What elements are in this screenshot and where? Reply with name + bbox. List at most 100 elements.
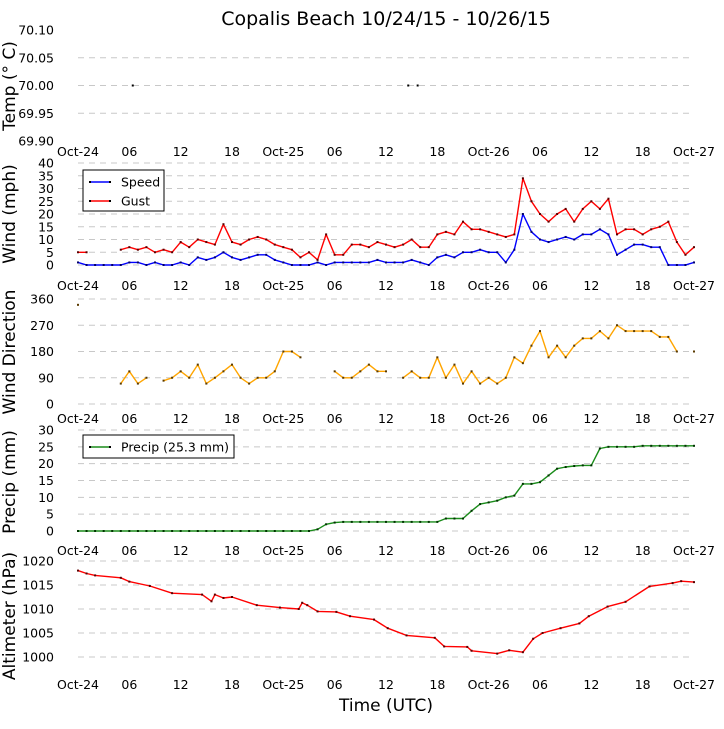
data-point	[145, 246, 148, 249]
x-tick-label: 18	[429, 543, 445, 558]
y-axis-label: Wind (mph)	[0, 164, 20, 264]
data-point	[671, 582, 674, 585]
y-tick-label: 0	[46, 258, 54, 273]
data-point	[171, 376, 174, 379]
data-point	[410, 238, 413, 241]
data-point	[693, 581, 695, 584]
data-point	[128, 530, 131, 532]
x-tick-label: Oct-24	[57, 411, 99, 426]
data-point	[633, 243, 636, 246]
data-point	[349, 615, 352, 618]
data-point	[581, 207, 584, 210]
y-tick-label: 15	[38, 473, 54, 488]
data-point	[282, 350, 285, 353]
y-tick-label: 1015	[22, 578, 54, 593]
data-point	[587, 615, 590, 618]
series-temp	[131, 84, 419, 87]
data-point	[470, 370, 473, 373]
x-tick-label: 18	[429, 411, 445, 426]
data-point	[350, 261, 353, 264]
data-point	[444, 253, 447, 256]
data-point	[693, 350, 695, 353]
data-point	[504, 235, 507, 238]
data-point	[393, 520, 396, 523]
x-tick-label: Oct-26	[468, 677, 510, 692]
data-point	[539, 330, 541, 333]
data-point	[290, 350, 293, 353]
data-point	[487, 230, 490, 233]
x-tick-label: 06	[121, 543, 137, 558]
x-tick-label: 06	[121, 278, 137, 293]
data-point	[496, 652, 499, 655]
data-point	[154, 530, 156, 532]
data-point	[407, 84, 410, 87]
data-point	[145, 530, 148, 532]
data-point	[367, 246, 370, 249]
data-point	[556, 238, 559, 241]
data-point	[479, 228, 482, 231]
data-point	[521, 177, 524, 180]
data-point	[301, 601, 304, 604]
data-point	[299, 256, 302, 259]
data-point	[154, 261, 156, 264]
data-point	[385, 370, 387, 373]
y-tick-label: 1000	[22, 650, 54, 665]
data-point	[222, 223, 225, 226]
data-point	[641, 233, 644, 236]
data-point	[470, 509, 473, 512]
data-point	[650, 330, 653, 333]
data-point	[290, 530, 293, 532]
data-point	[231, 241, 233, 244]
data-point	[530, 230, 533, 233]
data-point	[342, 261, 345, 264]
data-point	[564, 466, 567, 469]
x-tick-label: 06	[121, 411, 137, 426]
panels: 69.90 69.95 70.00 70.05 70.10 Oct-24 06 12 18 Oct…	[0, 23, 715, 693]
data-point	[479, 248, 482, 251]
x-tick-label: 06	[327, 278, 343, 293]
data-point	[453, 233, 456, 236]
data-point	[393, 261, 396, 264]
data-point	[316, 261, 319, 264]
data-point	[521, 213, 524, 215]
x-tick-label: 12	[583, 677, 599, 692]
data-point	[119, 382, 122, 385]
data-point	[128, 580, 131, 583]
data-point	[470, 649, 473, 652]
data-point	[205, 382, 208, 385]
y-tick-label: 25	[38, 194, 54, 209]
x-tick-label: 18	[635, 411, 651, 426]
data-point	[350, 376, 353, 379]
x-tick-label: Oct-26	[468, 144, 510, 159]
panel-0: 69.90 69.95 70.00 70.05 70.10 Oct-24 06 12 18 Oct…	[0, 23, 715, 160]
x-tick-label: 06	[532, 278, 548, 293]
data-point	[265, 238, 268, 241]
x-tick-label: 12	[173, 677, 189, 692]
data-point	[278, 606, 281, 609]
data-point	[606, 605, 609, 608]
data-point	[308, 530, 310, 532]
data-point	[171, 592, 174, 595]
x-tick-label: 12	[173, 144, 189, 159]
data-point	[487, 376, 490, 379]
data-point	[222, 370, 225, 373]
x-tick-label: 12	[378, 411, 394, 426]
y-axis-label: Temp (° C)	[0, 41, 20, 132]
data-point	[367, 363, 370, 366]
data-point	[547, 356, 550, 359]
data-point	[136, 382, 139, 385]
data-point	[436, 256, 439, 259]
data-point	[188, 530, 191, 532]
x-tick-label: 18	[635, 144, 651, 159]
data-point	[385, 243, 387, 246]
y-tick-label: 180	[30, 344, 54, 359]
y-tick-label: 15	[38, 219, 54, 234]
x-tick-label: 06	[327, 411, 343, 426]
x-tick-label: 06	[121, 677, 137, 692]
x-tick-label: 18	[429, 278, 445, 293]
data-point	[94, 264, 97, 266]
data-point	[282, 246, 285, 249]
data-point	[385, 520, 387, 523]
data-point	[658, 225, 661, 228]
